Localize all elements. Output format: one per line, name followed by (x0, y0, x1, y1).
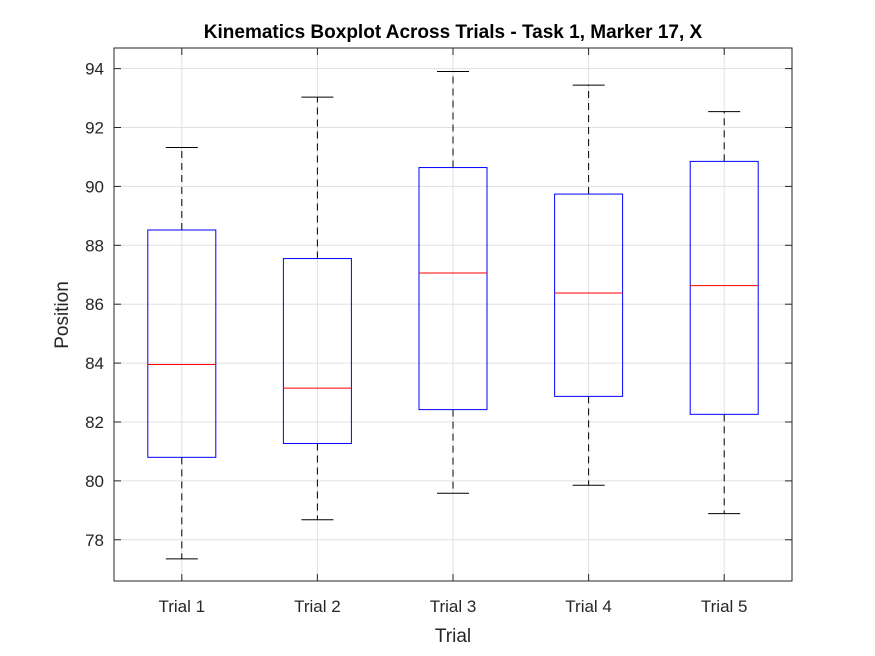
chart-title: Kinematics Boxplot Across Trials - Task … (204, 22, 703, 43)
y-tick-label: 90 (85, 177, 104, 196)
y-tick-label: 84 (85, 354, 104, 373)
y-tick-label: 78 (85, 531, 104, 550)
x-tick-label: Trial 5 (701, 597, 748, 616)
tick-layer: 78 80 82 84 86 88 90 92 94 Trial 1 Trial 2 Trial 3 T… (85, 48, 792, 616)
y-tick-label: 82 (85, 413, 104, 432)
y-tick-label: 86 (85, 295, 104, 314)
box-group (147, 147, 217, 560)
iqr-box (282, 258, 352, 444)
iqr-box (554, 193, 624, 397)
box-group (689, 111, 759, 515)
x-tick-label: Trial 1 (158, 597, 205, 616)
y-axis-label: Position (52, 281, 73, 349)
box-group (282, 96, 352, 521)
y-tick-label: 88 (85, 236, 104, 255)
box-layer (147, 71, 759, 560)
y-tick-label: 80 (85, 472, 104, 491)
x-tick-label: Trial 4 (565, 597, 612, 616)
x-tick-label: Trial 2 (294, 597, 341, 616)
box-group (418, 71, 488, 494)
iqr-box (418, 167, 488, 411)
x-tick-label: Trial 3 (430, 597, 477, 616)
y-tick-label: 92 (85, 119, 104, 138)
y-tick-label: 94 (85, 60, 104, 79)
box-group (554, 84, 624, 486)
x-axis-label: Trial (435, 626, 471, 647)
iqr-box (689, 160, 759, 415)
iqr-box (147, 229, 217, 458)
